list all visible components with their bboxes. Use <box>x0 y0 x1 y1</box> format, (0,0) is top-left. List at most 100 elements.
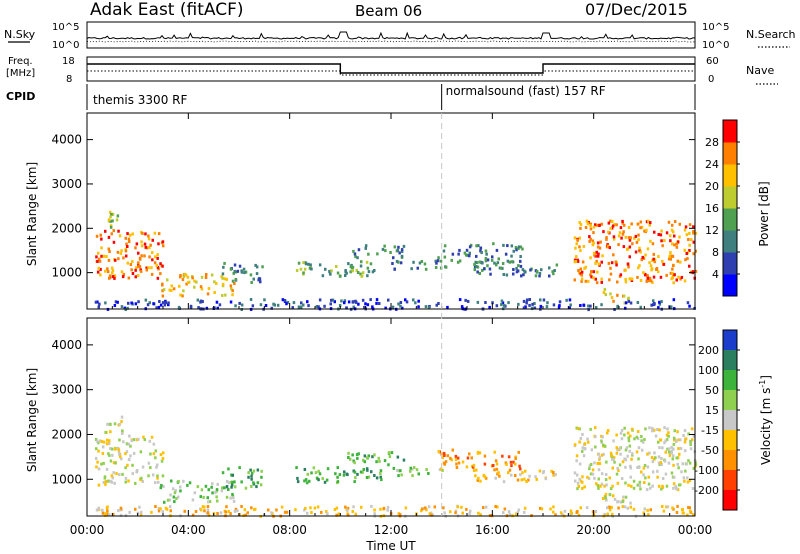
data-cell <box>412 298 415 302</box>
data-cell <box>234 278 238 281</box>
data-cell <box>243 508 247 512</box>
beam-title: Beam 06 <box>355 2 422 20</box>
data-cell <box>207 287 211 291</box>
data-cell <box>159 453 163 457</box>
data-cell <box>594 223 597 227</box>
data-cell <box>580 277 584 281</box>
data-cell <box>596 484 600 487</box>
data-cell <box>130 301 133 305</box>
data-cell <box>685 233 689 237</box>
data-cell <box>106 509 109 513</box>
data-cell <box>495 304 499 308</box>
data-cell <box>318 298 322 302</box>
data-cell <box>159 507 162 511</box>
data-cell <box>603 287 607 291</box>
data-cell <box>659 275 663 279</box>
data-cell <box>610 226 614 230</box>
data-cell <box>335 513 338 517</box>
data-cell <box>120 432 124 435</box>
data-cell <box>621 221 624 225</box>
freq-unit: [MHz] <box>6 68 35 79</box>
data-cell <box>683 440 687 444</box>
data-cell <box>636 466 639 469</box>
data-cell <box>478 260 482 264</box>
data-cell <box>161 457 165 460</box>
data-cell <box>402 244 406 248</box>
data-cell <box>336 466 339 470</box>
data-cell <box>177 305 181 309</box>
data-cell <box>665 433 669 437</box>
data-cell <box>344 274 347 277</box>
ytick-label: 3000 <box>51 383 82 397</box>
data-cell <box>100 246 103 250</box>
data-cell <box>167 301 170 305</box>
data-cell <box>437 256 440 260</box>
data-cell <box>366 274 369 278</box>
ytick-label: 2000 <box>51 427 82 441</box>
data-cell <box>626 262 630 266</box>
data-cell <box>119 506 123 510</box>
data-cell <box>670 451 673 455</box>
data-cell <box>613 497 617 501</box>
data-cell <box>510 464 513 468</box>
data-cell <box>244 486 248 490</box>
data-cell <box>662 262 666 266</box>
data-cell <box>505 462 508 466</box>
data-cell <box>632 507 636 511</box>
data-cell <box>502 480 506 484</box>
data-cell <box>624 448 628 452</box>
data-cell <box>97 305 100 309</box>
data-cell <box>397 260 400 264</box>
data-cell <box>524 305 527 309</box>
data-cell <box>692 252 695 256</box>
data-cell <box>375 298 379 302</box>
data-cell <box>689 509 692 513</box>
data-cell <box>579 226 582 230</box>
data-cell <box>166 498 170 502</box>
colorbar-swatch <box>723 410 737 431</box>
data-cell <box>601 254 604 258</box>
data-cell <box>376 252 379 256</box>
data-cell <box>199 495 202 499</box>
data-cell <box>139 268 142 272</box>
data-cell <box>120 270 124 274</box>
data-cell <box>496 505 499 509</box>
data-cell <box>421 507 424 511</box>
data-cell <box>442 249 446 253</box>
data-cell <box>472 469 476 472</box>
data-cell <box>666 447 669 451</box>
data-cell <box>684 258 687 262</box>
data-cell <box>112 240 116 244</box>
data-cell <box>592 231 595 235</box>
data-cell <box>507 301 510 305</box>
velocity-xticks: 00:00 04:00 08:00 12:00 16:00 20:00 00:00 <box>70 318 712 537</box>
data-cell <box>162 451 165 455</box>
data-cell <box>151 258 154 262</box>
data-cell <box>518 464 521 468</box>
data-cell <box>424 267 428 271</box>
data-cell <box>671 267 674 271</box>
cpid-panel: CPID themis 3300 RF normalsound (fast) 1… <box>6 84 696 110</box>
data-cell <box>508 513 512 516</box>
data-cell <box>202 495 205 499</box>
data-cell <box>444 265 448 269</box>
data-cell <box>618 274 622 278</box>
data-cell <box>636 275 639 279</box>
data-cell <box>231 473 234 477</box>
data-cell <box>628 444 632 448</box>
data-cell <box>443 244 447 248</box>
data-cell <box>309 506 312 510</box>
data-cell <box>578 427 581 431</box>
data-cell <box>325 510 328 513</box>
data-cell <box>493 468 496 472</box>
data-cell <box>500 299 504 303</box>
data-cell <box>581 446 584 450</box>
data-cell <box>575 255 578 259</box>
data-cell <box>671 242 674 246</box>
data-cell <box>191 276 194 280</box>
data-cell <box>116 250 120 254</box>
data-cell <box>517 302 520 306</box>
data-cell <box>668 450 671 454</box>
data-cell <box>147 266 150 270</box>
data-cell <box>525 301 528 305</box>
